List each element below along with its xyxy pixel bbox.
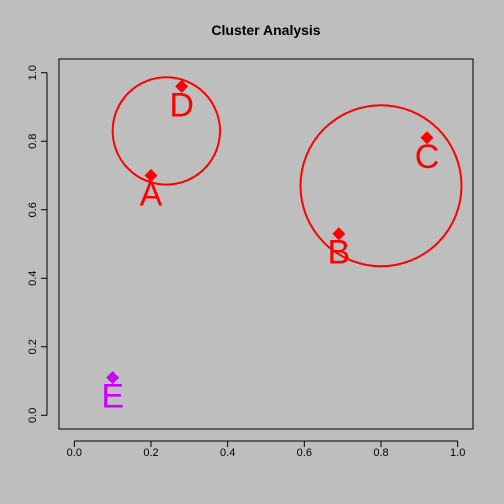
x-tick-label: 1.0 [450,447,465,459]
point-label-b: B [327,234,350,272]
point-label-d: D [169,86,194,124]
data-point-e [106,371,120,385]
x-tick-label: 0.2 [143,447,158,459]
data-point-d [175,79,189,93]
y-tick-label: 0.2 [27,339,39,354]
point-label-e: E [101,378,124,416]
y-tick-label: 1.0 [27,65,39,80]
x-tick-label: 0.8 [373,447,388,459]
x-tick-label: 0.6 [297,447,312,459]
data-point-b [332,227,346,241]
plot-frame [58,58,474,430]
y-tick-label: 0.4 [27,271,39,286]
y-tick-label: 0.8 [27,134,39,149]
point-label-c: C [415,138,440,176]
point-label-a: A [140,175,163,213]
y-tick-label: 0.0 [27,408,39,423]
chart-title: Cluster Analysis [211,22,320,38]
axes: 0.0 0.2 0.4 0.6 0.8 1.0 0.0 0.2 0.4 0.6 0.8 1.0 [27,65,465,459]
data-points: A B C D E [101,79,440,416]
y-tick-label: 0.6 [27,202,39,217]
cluster-circle [111,76,221,186]
x-tick-label: 0.0 [67,447,82,459]
x-tick-label: 0.4 [220,447,235,459]
cluster-circles [111,76,463,268]
data-point-a [144,168,158,182]
data-point-c [420,131,434,145]
cluster-circle [299,104,463,268]
